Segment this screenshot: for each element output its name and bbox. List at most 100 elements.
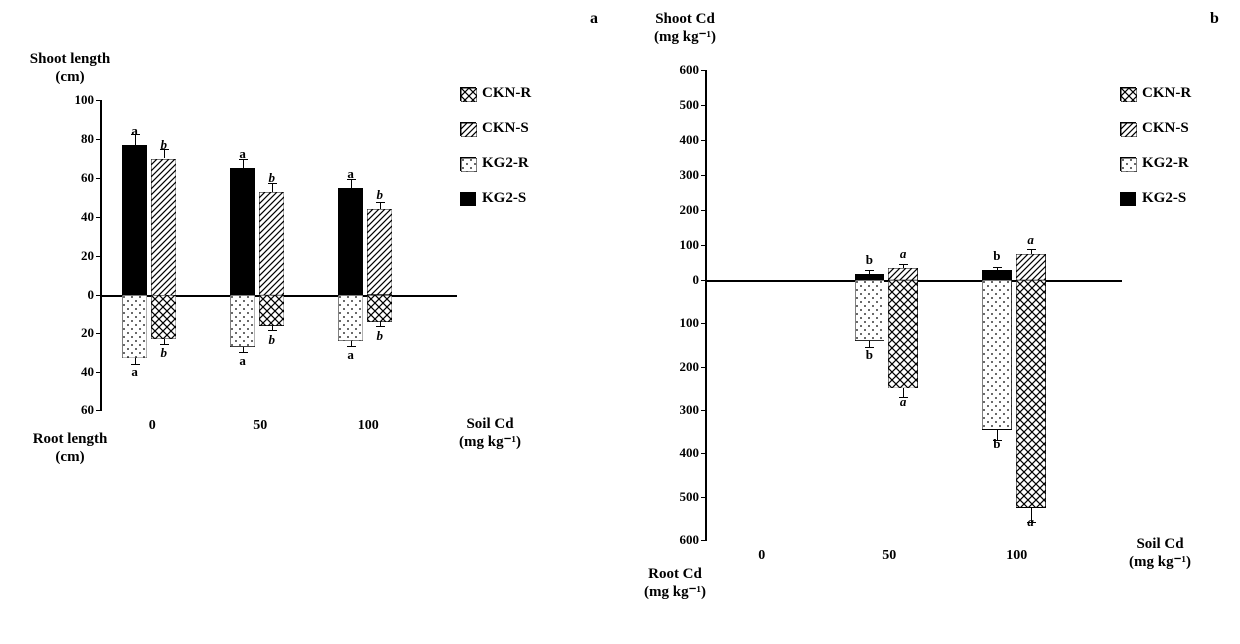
legend-label-ckn-r: CKN-R <box>482 85 531 102</box>
y-tick-label: 40 <box>60 364 94 380</box>
legend-swatch-kg2-s-b <box>1120 192 1136 206</box>
y-tick-label: 500 <box>665 489 699 505</box>
y-lower-title-line1-b: Root Cd <box>648 566 702 582</box>
y-tick-label: 200 <box>665 359 699 375</box>
significance-label: b <box>851 252 889 268</box>
significance-label: b <box>851 347 889 363</box>
y-tick-label: 20 <box>60 248 94 264</box>
y-tick <box>701 105 707 106</box>
y-tick <box>96 178 102 179</box>
legend-label-ckn-r-b: CKN-R <box>1142 85 1191 102</box>
y-tick <box>96 372 102 373</box>
panel-a-chart-area: 0204060801002040600abab50abab100abab <box>100 100 440 410</box>
y-tick <box>96 217 102 218</box>
legend-swatch-ckn-s-b <box>1120 122 1136 136</box>
legend-label-ckn-s: CKN-S <box>482 120 529 137</box>
y-upper-title-line2: (cm) <box>55 69 84 85</box>
y-tick-label: 0 <box>665 272 699 288</box>
x-title-line2-b: (mg kg⁻¹) <box>1129 554 1191 570</box>
y-tick <box>701 70 707 71</box>
panel-label-a: a <box>590 10 598 28</box>
y-tick <box>701 175 707 176</box>
y-tick-label: 500 <box>665 97 699 113</box>
significance-label: a <box>334 166 367 182</box>
bar-ckn-r <box>367 295 392 322</box>
legend-label-ckn-s-b: CKN-S <box>1142 120 1189 137</box>
y-tick-label: 400 <box>665 132 699 148</box>
legend-swatch-ckn-r <box>460 87 476 101</box>
y-tick <box>701 410 707 411</box>
legend-item-kg2-s: KG2-S <box>460 190 531 207</box>
bar-ckn-s <box>1016 254 1046 280</box>
x-title-line1: Soil Cd <box>466 416 513 432</box>
bar-kg2-s <box>122 145 147 295</box>
y-tick <box>701 367 707 368</box>
y-tick <box>701 245 707 246</box>
y-tick-label: 20 <box>60 325 94 341</box>
legend-label-kg2-r-b: KG2-R <box>1142 155 1189 172</box>
y-tick <box>701 453 707 454</box>
legend-item-ckn-r: CKN-R <box>460 85 531 102</box>
bar-kg2-r <box>338 295 363 341</box>
significance-label: a <box>226 146 259 162</box>
y-tick-label: 300 <box>665 402 699 418</box>
y-tick-label: 200 <box>665 202 699 218</box>
error-cap <box>993 267 1002 268</box>
y-tick-label: 40 <box>60 209 94 225</box>
bar-ckn-s <box>367 209 392 295</box>
x-category-label: 100 <box>997 548 1037 564</box>
y-tick-label: 60 <box>60 402 94 418</box>
bar-kg2-s <box>982 270 1012 280</box>
bar-kg2-r <box>230 295 255 347</box>
x-title-line2: (mg kg⁻¹) <box>459 434 521 450</box>
bar-kg2-s <box>230 168 255 295</box>
legend-swatch-ckn-r-b <box>1120 87 1136 101</box>
y-tick <box>701 210 707 211</box>
legend-label-kg2-r: KG2-R <box>482 155 529 172</box>
y-tick-label: 100 <box>665 315 699 331</box>
y-tick-label: 80 <box>60 131 94 147</box>
y-lower-title-line2: (cm) <box>55 449 84 465</box>
x-category-label: 50 <box>240 418 280 434</box>
x-category-label: 50 <box>869 548 909 564</box>
significance-label: a <box>1012 514 1050 530</box>
y-lower-title-line2-b: (mg kg⁻¹) <box>644 584 706 600</box>
y-tick-label: 0 <box>60 287 94 303</box>
significance-label: a <box>226 353 259 369</box>
bar-kg2-r <box>855 280 885 341</box>
y-tick <box>96 410 102 411</box>
legend-label-kg2-s-b: KG2-S <box>1142 190 1186 207</box>
y-upper-title-line1: Shoot length <box>30 51 110 67</box>
panel-a-legend: CKN-R CKN-S KG2-R KG2-S <box>460 85 531 225</box>
significance-label: b <box>363 187 396 203</box>
significance-label: b <box>147 345 180 361</box>
bar-ckn-s <box>888 268 918 280</box>
y-tick-label: 100 <box>665 237 699 253</box>
legend-swatch-kg2-s <box>460 192 476 206</box>
legend-item-ckn-r-b: CKN-R <box>1120 85 1191 102</box>
x-category-label: 0 <box>742 548 782 564</box>
y-tick <box>701 323 707 324</box>
panel-b-chart-area: 0100200300400500600100200300400500600050… <box>705 70 1105 540</box>
error-cap <box>1027 249 1036 250</box>
y-tick <box>96 100 102 101</box>
legend-swatch-ckn-s <box>460 122 476 136</box>
legend-label-kg2-s: KG2-S <box>482 190 526 207</box>
y-tick <box>96 295 102 296</box>
y-tick <box>96 333 102 334</box>
significance-label: a <box>884 246 922 262</box>
y-tick <box>701 280 707 281</box>
error-cap <box>865 270 874 271</box>
y-tick-label: 60 <box>60 170 94 186</box>
bar-ckn-s <box>151 159 176 296</box>
bar-ckn-r <box>151 295 176 339</box>
panel-b: Shoot Cd (mg kg⁻¹) Root Cd (mg kg⁻¹) Soi… <box>620 10 1220 630</box>
legend-swatch-kg2-r <box>460 157 476 171</box>
y-tick <box>701 540 707 541</box>
significance-label: a <box>334 347 367 363</box>
significance-label: a <box>884 394 922 410</box>
significance-label: b <box>147 137 180 153</box>
panel-b-y-lower-title: Root Cd (mg kg⁻¹) <box>620 565 730 601</box>
y-tick-label: 300 <box>665 167 699 183</box>
significance-label: b <box>363 328 396 344</box>
